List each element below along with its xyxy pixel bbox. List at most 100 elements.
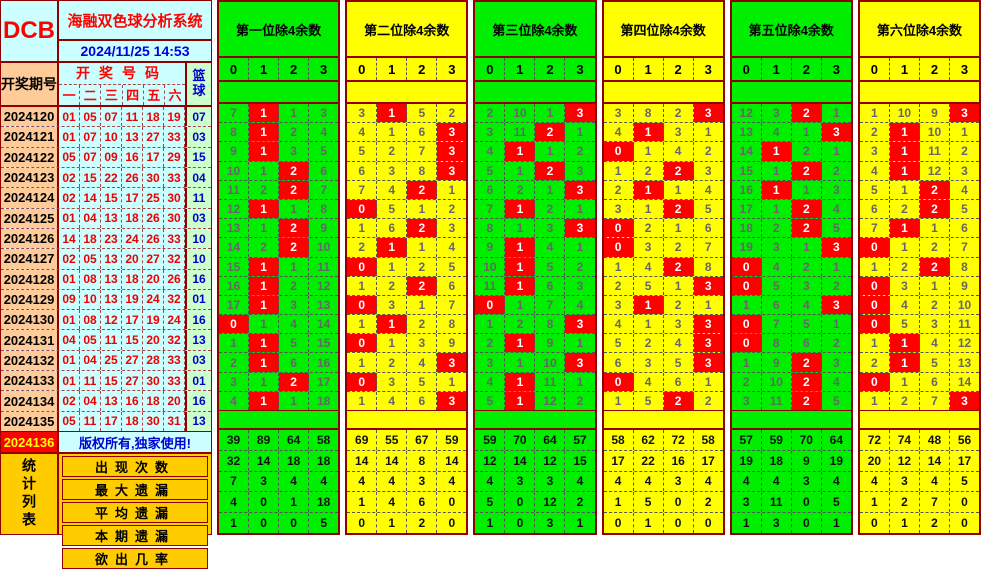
hit-cell: 3 bbox=[950, 104, 980, 123]
draw-row: 2024123 02 15 22 26 30 33 04 bbox=[1, 167, 211, 189]
hit-cell: 3 bbox=[693, 334, 723, 353]
draw-row: 2024128 01 08 13 18 20 26 16 bbox=[1, 269, 211, 290]
miss-count-cell: 2 bbox=[448, 202, 456, 217]
red-ball: 02 bbox=[59, 188, 80, 208]
miss-count-cell: 1 bbox=[475, 315, 506, 334]
hit-cell: 1 bbox=[377, 315, 408, 334]
miss-count-cell: 2 bbox=[890, 199, 920, 219]
miss-count-cell: 1 bbox=[219, 334, 250, 353]
miss-count-cell: 13 bbox=[957, 355, 972, 370]
red-ball: 02 bbox=[59, 167, 80, 188]
panel-statistics: 39 89 64 58 32 14 18 18 7 3 4 4 4 0 1 18 1 0 0 5 bbox=[219, 430, 339, 533]
miss-count-cell: 8 bbox=[407, 161, 438, 180]
hit-cell: 0 bbox=[603, 238, 634, 257]
panel-stat-cell: 17 bbox=[604, 450, 634, 471]
panel-stat-cell: 4 bbox=[576, 474, 584, 489]
title-box: 海融双色球分析系统 2024/11/25 14:53 bbox=[59, 1, 211, 61]
panel-stat-cell: 3 bbox=[407, 471, 438, 492]
miss-count-cell: 3 bbox=[961, 163, 968, 178]
red-ball: 01 bbox=[59, 127, 80, 147]
panel-stat-cell: 4 bbox=[920, 471, 950, 492]
miss-count-cell: 1 bbox=[576, 202, 584, 217]
draw-period: 2024123 bbox=[1, 167, 59, 188]
panel-title: 第二位除4余数 bbox=[347, 2, 467, 58]
panel-stat-cell: 0 bbox=[961, 495, 968, 510]
red-ball: 05 bbox=[80, 107, 101, 127]
miss-count-cell: 1 bbox=[279, 104, 310, 123]
column-header: 1 bbox=[762, 58, 792, 80]
panel-spacer bbox=[731, 82, 851, 104]
hit-cell: 1 bbox=[761, 180, 792, 199]
miss-count-cell: 2 bbox=[833, 163, 840, 178]
miss-count-cell: 6 bbox=[762, 295, 792, 315]
hit-cell: 0 bbox=[859, 295, 890, 315]
panel-stat-cell: 0 bbox=[664, 513, 694, 533]
miss-count-cell: 14 bbox=[732, 142, 762, 161]
draw-row: 2024121 01 07 10 13 27 33 03 bbox=[1, 127, 211, 148]
miss-count-cell: 3 bbox=[407, 334, 438, 353]
miss-count-cell: 2 bbox=[664, 104, 694, 123]
miss-count-cell: 11 bbox=[475, 276, 506, 295]
red-ball: 16 bbox=[122, 147, 143, 167]
panel-stat-cell: 1 bbox=[634, 513, 664, 533]
red-ball: 11 bbox=[80, 411, 101, 431]
miss-count-cell: 1 bbox=[576, 125, 584, 140]
panel-stat-cell: 16 bbox=[664, 450, 694, 471]
miss-count-cell: 11 bbox=[317, 259, 330, 274]
red-ball: 25 bbox=[101, 350, 122, 371]
panel-stat-cell: 14 bbox=[377, 450, 408, 471]
remainder-grid: 1 10 9 3 2 1 10 1 3 1 11 2 4 1 12 3 5 1 2 4 6 2 2 5 7 1 1 6 0 1 2 7 1 2 2 8… bbox=[859, 104, 980, 410]
miss-count-cell: 3 bbox=[664, 315, 694, 334]
hit-cell: 2 bbox=[279, 372, 310, 391]
miss-count-cell: 5 bbox=[634, 276, 664, 295]
hit-cell: 0 bbox=[347, 372, 378, 391]
red-ball: 14 bbox=[59, 228, 80, 249]
hit-cell: 3 bbox=[437, 391, 467, 410]
remainder-row: 10 1 5 2 bbox=[475, 257, 595, 277]
remainder-row: 1 1 4 12 bbox=[859, 334, 980, 354]
hit-cell: 1 bbox=[249, 295, 280, 315]
position-header: 四 bbox=[123, 84, 144, 105]
miss-count-cell: 6 bbox=[475, 180, 506, 199]
miss-count-cell: 6 bbox=[448, 278, 456, 293]
miss-count-cell: 2 bbox=[762, 219, 792, 238]
remainder-row: 3 11 2 5 bbox=[732, 391, 851, 410]
panel-stat-cell: 55 bbox=[377, 430, 408, 450]
red-ball: 18 bbox=[143, 107, 164, 127]
datetime-label: 2024/11/25 14:53 bbox=[80, 43, 190, 59]
remainder-row: 3 1 11 2 bbox=[859, 142, 980, 162]
miss-count-cell: 7 bbox=[762, 315, 792, 334]
red-ball: 31 bbox=[164, 411, 185, 431]
miss-count-cell: 6 bbox=[860, 199, 890, 219]
panel-stat-cell: 6 bbox=[407, 492, 438, 513]
hit-cell: 1 bbox=[505, 142, 536, 161]
remainder-row: 16 1 1 3 bbox=[731, 180, 851, 200]
miss-count-cell: 1 bbox=[249, 372, 280, 391]
panel-stat-cell: 19 bbox=[829, 453, 844, 468]
red-ball: 18 bbox=[143, 391, 164, 411]
miss-count-cell: 5 bbox=[320, 144, 327, 159]
panel-stat-cell: 22 bbox=[634, 450, 664, 471]
panel-spacer bbox=[475, 82, 595, 104]
red-ball: 01 bbox=[59, 269, 80, 289]
hit-cell: 1 bbox=[377, 238, 408, 257]
miss-count-cell: 4 bbox=[576, 297, 584, 312]
miss-count-cell: 17 bbox=[316, 374, 331, 389]
hit-cell: 1 bbox=[633, 123, 664, 142]
statistics-area: 统计列表 出现次数 最大遗漏 平均遗漏 本期遗漏 欲出几率 bbox=[1, 454, 211, 569]
hit-cell: 3 bbox=[821, 295, 851, 315]
panel-stat-cell: 12 bbox=[535, 450, 566, 471]
column-header: 0 bbox=[475, 58, 506, 80]
hit-cell: 2 bbox=[791, 199, 822, 219]
panel-stat-row: 59 70 64 57 bbox=[475, 430, 595, 451]
column-header: 0 bbox=[860, 58, 890, 80]
panel-stat-cell: 14 bbox=[347, 450, 378, 471]
remainder-row: 19 3 1 3 bbox=[731, 238, 851, 258]
miss-count-cell: 6 bbox=[664, 372, 694, 391]
panel-stat-cell: 4 bbox=[377, 492, 408, 513]
